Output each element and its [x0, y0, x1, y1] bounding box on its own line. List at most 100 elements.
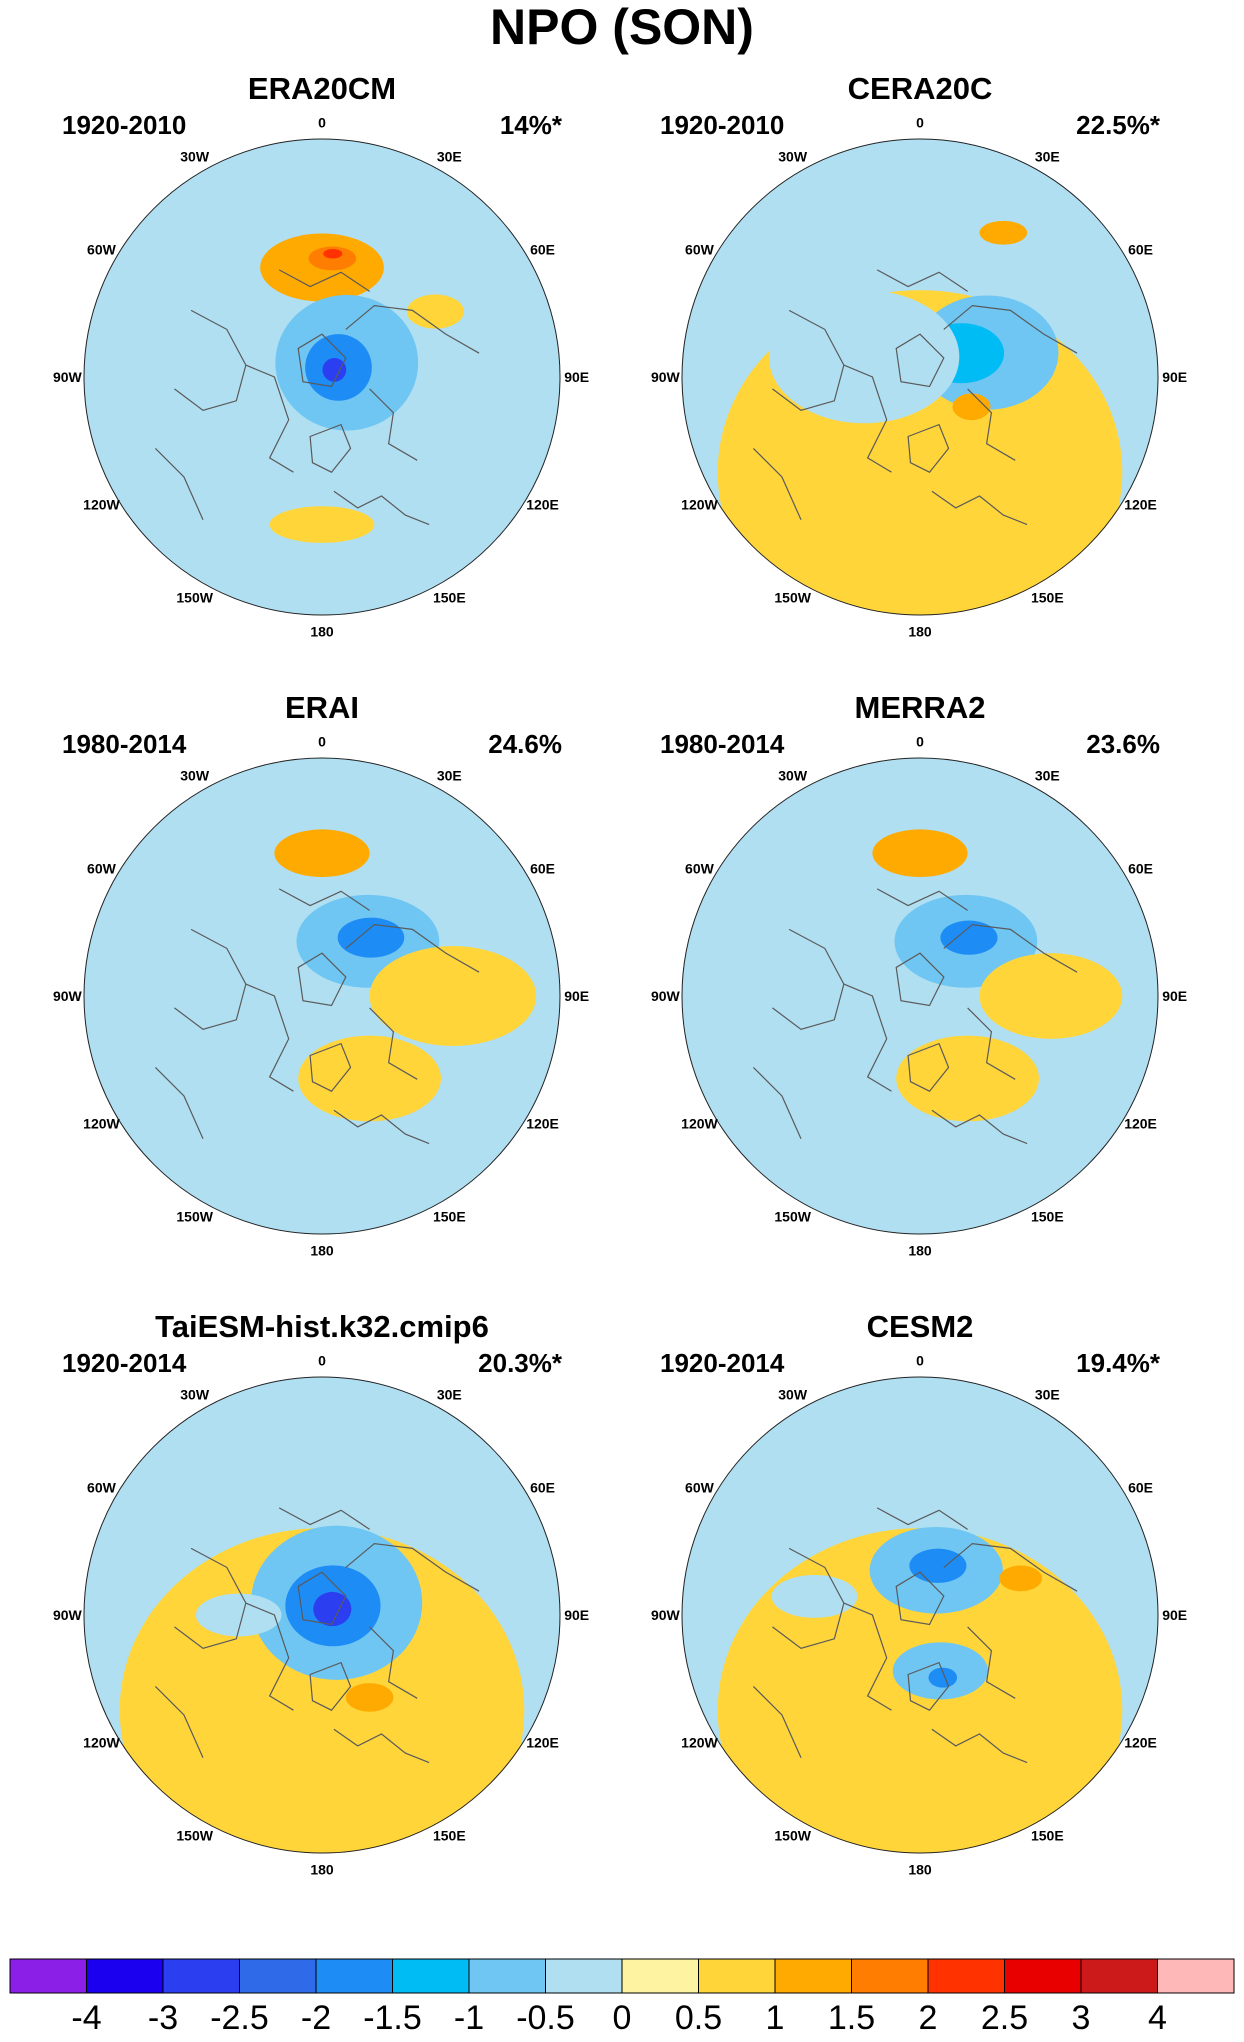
coastline	[279, 270, 369, 291]
longitude-label: 60W	[685, 242, 715, 258]
colorbar-swatch	[774, 1958, 852, 1994]
coastlines	[155, 1508, 479, 1763]
longitude-label: 60W	[87, 242, 117, 258]
coastline	[932, 491, 1027, 524]
coastline	[334, 491, 429, 524]
colorbar-swatch	[162, 1958, 240, 1994]
longitude-label: 150W	[176, 1828, 213, 1844]
contour-region	[979, 220, 1028, 245]
contour-region	[323, 248, 343, 259]
longitude-label: 120E	[526, 496, 559, 512]
longitude-label: 120W	[83, 496, 120, 512]
coastline	[896, 334, 944, 386]
colorbar-label: -2.5	[210, 1999, 269, 2037]
contour-region	[952, 393, 991, 421]
contour-region	[406, 294, 464, 329]
longitude-label: 180	[310, 1862, 334, 1878]
contour-region	[337, 917, 405, 958]
coastline	[370, 1627, 418, 1698]
longitude-label: 180	[310, 1243, 334, 1259]
coastlines	[155, 889, 479, 1144]
longitude-label: 150W	[176, 590, 213, 606]
coastline	[877, 270, 967, 291]
longitude-label: 90W	[651, 1607, 681, 1623]
longitude-label: 60E	[1128, 861, 1153, 877]
longitude-label: 30W	[778, 1386, 808, 1402]
longitude-label: 60E	[530, 242, 555, 258]
longitude-label: 30E	[1035, 148, 1060, 164]
panel-variance: 22.5%*	[1076, 110, 1161, 140]
coastlines	[753, 889, 1077, 1144]
colorbar-swatch	[1157, 1958, 1235, 1994]
longitude-label: 90E	[1162, 369, 1187, 385]
coastline	[908, 1044, 948, 1092]
longitude-label: 120E	[1124, 1115, 1157, 1131]
anomaly-field	[682, 1377, 1158, 1853]
coastline	[174, 1548, 245, 1648]
longitude-label: 180	[908, 624, 932, 640]
longitude-label: 90W	[651, 988, 681, 1004]
coastline	[279, 889, 369, 910]
anomaly-field	[84, 1377, 560, 1853]
longitude-label: 60E	[530, 861, 555, 877]
longitude-label: 30E	[1035, 1386, 1060, 1402]
coastline	[908, 1663, 948, 1711]
anomaly-field	[682, 758, 1158, 1234]
colorbar-swatch	[1004, 1958, 1082, 1994]
panel-title: MERRA2	[855, 690, 986, 725]
colorbar-swatch	[315, 1958, 393, 1994]
contour-region	[768, 290, 960, 424]
colorbar-swatch	[86, 1958, 164, 1994]
longitude-label: 150E	[433, 590, 466, 606]
coastline	[877, 889, 967, 910]
longitude-label: 90W	[53, 369, 83, 385]
coastline	[310, 1044, 350, 1092]
contour-region	[909, 1548, 967, 1583]
colorbar-label: -0.5	[516, 1999, 575, 2037]
colorbar-swatch	[851, 1958, 929, 1994]
contour-region	[979, 953, 1123, 1039]
map-boundary	[681, 757, 1159, 1235]
coastline	[944, 1544, 1077, 1592]
longitude-label: 120W	[681, 496, 718, 512]
panel-period: 1920-2010	[660, 110, 784, 140]
colorbar-label: 4	[1148, 1999, 1167, 2037]
coastline	[772, 310, 843, 410]
coastline	[155, 1067, 203, 1138]
panel-title: CERA20C	[848, 71, 993, 106]
longitude-label: 120E	[526, 1734, 559, 1750]
longitude-label: 60E	[1128, 1480, 1153, 1496]
colorbar-swatch	[927, 1958, 1005, 1994]
longitude-label: 30E	[437, 148, 462, 164]
contour-region	[269, 506, 375, 543]
longitude-label: 30E	[437, 1386, 462, 1402]
longitude-label: 60W	[87, 1480, 117, 1496]
coastline	[968, 389, 1016, 460]
longitude-label: 60E	[530, 1480, 555, 1496]
longitude-label: 60E	[1128, 242, 1153, 258]
coastline	[944, 306, 1077, 354]
longitude-label: 150E	[433, 1209, 466, 1225]
longitude-label: 120W	[83, 1734, 120, 1750]
map-panel: 180 150E 120E 90E 60E 30E 0 30W 60W 90W 120W 150W ER…	[53, 690, 589, 1259]
coastline	[334, 1110, 429, 1143]
longitude-label: 90W	[651, 369, 681, 385]
coastline	[246, 365, 294, 472]
contour-region	[717, 1528, 1123, 1853]
coastline	[174, 929, 245, 1029]
longitude-label: 90E	[564, 1607, 589, 1623]
coastline	[310, 1663, 350, 1711]
longitude-label: 30W	[778, 148, 808, 164]
longitude-label: 30E	[1035, 767, 1060, 783]
contour-region	[771, 1574, 858, 1618]
colorbar-swatch	[621, 1958, 699, 1994]
panel-period: 1920-2014	[62, 1348, 187, 1378]
longitude-label: 150W	[774, 1828, 811, 1844]
longitude-label: 150W	[774, 590, 811, 606]
coastlines	[753, 1508, 1077, 1763]
longitude-label: 150E	[1031, 1209, 1064, 1225]
panel-period: 1920-2010	[62, 110, 186, 140]
coastline	[155, 448, 203, 519]
contour-region	[322, 357, 347, 382]
